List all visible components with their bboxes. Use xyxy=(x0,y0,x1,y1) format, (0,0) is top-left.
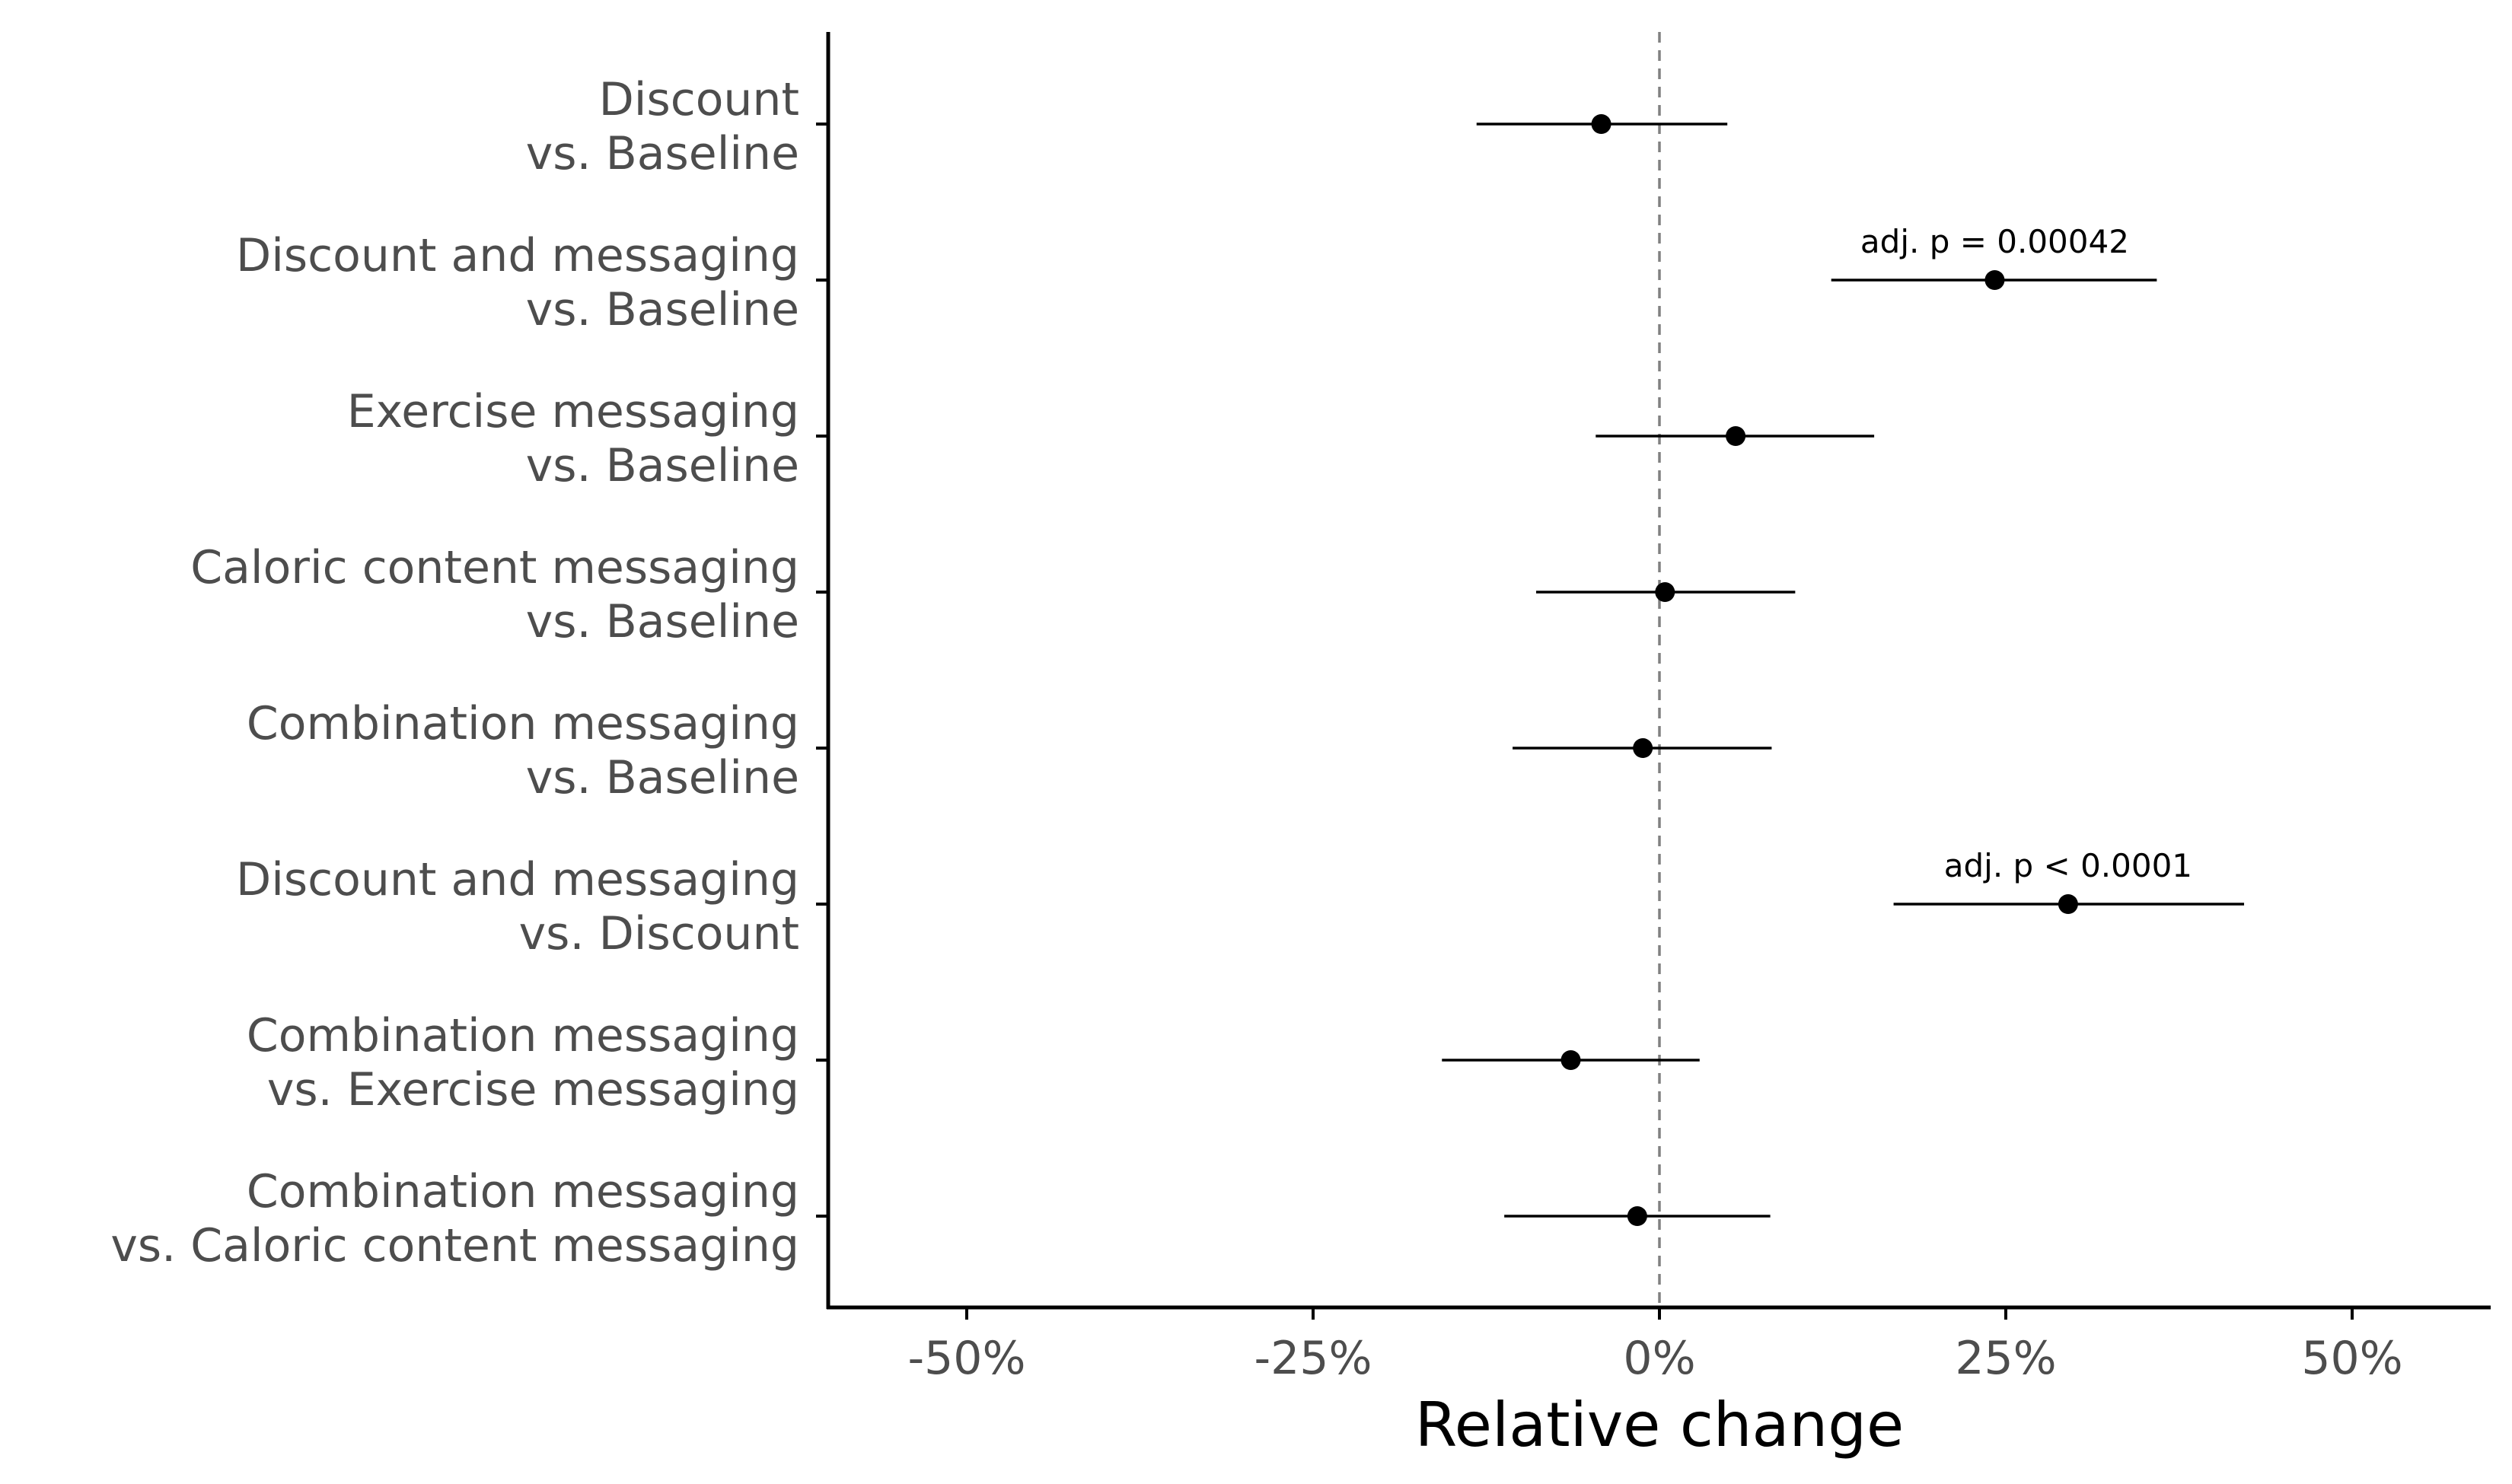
category-label-line: Caloric content messaging xyxy=(190,541,799,594)
category-label: Combination messaging vs. Exercise messag… xyxy=(247,1009,799,1116)
category-label-line: vs. Baseline xyxy=(526,595,799,648)
category-label-line: Discount and messaging xyxy=(236,853,799,906)
category-label: Discount and messaging vs. Baseline xyxy=(236,229,799,336)
x-tick-label: -25% xyxy=(1254,1332,1372,1385)
point-estimate xyxy=(1560,1050,1581,1070)
data-marks: adj. p = 0.00042 adj. p < 0.0001 xyxy=(1442,114,2245,1226)
point-estimate xyxy=(1627,1206,1647,1226)
category-label-line: vs. Baseline xyxy=(526,283,799,336)
category-label-line: Discount and messaging xyxy=(236,229,799,282)
point-estimate xyxy=(1726,426,1746,446)
category-label-line: vs. Baseline xyxy=(526,127,799,180)
category-label-line: Combination messaging xyxy=(247,1009,799,1062)
x-tick-label: 25% xyxy=(1955,1332,2056,1385)
point-estimate xyxy=(1655,582,1675,602)
category-label-line: vs. Baseline xyxy=(526,439,799,492)
category-label: Discount and messaging vs. Discount xyxy=(236,853,799,960)
p-value-annotation: adj. p = 0.00042 xyxy=(1860,223,2129,260)
category-label-line: Exercise messaging xyxy=(347,385,799,438)
category-label: Exercise messaging vs. Baseline xyxy=(347,385,799,492)
category-label-line: vs. Exercise messaging xyxy=(267,1063,799,1116)
p-value-annotation: adj. p < 0.0001 xyxy=(1944,847,2192,884)
category-label-line: Combination messaging xyxy=(247,697,799,750)
x-tick-label: 0% xyxy=(1623,1332,1695,1385)
category-label-line: vs. Caloric content messaging xyxy=(110,1219,799,1272)
point-estimate xyxy=(1984,270,2005,290)
category-label-line: Combination messaging xyxy=(247,1165,799,1218)
x-axis-title: Relative change xyxy=(1415,1390,1904,1460)
axes: -50% -25% 0% 25% 50% xyxy=(816,32,2491,1385)
category-label: Discount vs. Baseline xyxy=(526,73,799,180)
point-estimate xyxy=(1633,738,1653,758)
category-label: Caloric content messaging vs. Baseline xyxy=(190,541,799,648)
category-label: Combination messaging vs. Baseline xyxy=(247,697,799,804)
point-estimate xyxy=(1591,114,1611,134)
category-label-line: Discount xyxy=(599,73,799,126)
x-tick-label: 50% xyxy=(2301,1332,2402,1385)
point-estimate xyxy=(2058,894,2078,914)
x-tick-label: -50% xyxy=(907,1332,1025,1385)
category-label-line: vs. Baseline xyxy=(526,751,799,804)
category-label: Combination messaging vs. Caloric content… xyxy=(110,1165,799,1272)
category-label-line: vs. Discount xyxy=(519,907,799,960)
